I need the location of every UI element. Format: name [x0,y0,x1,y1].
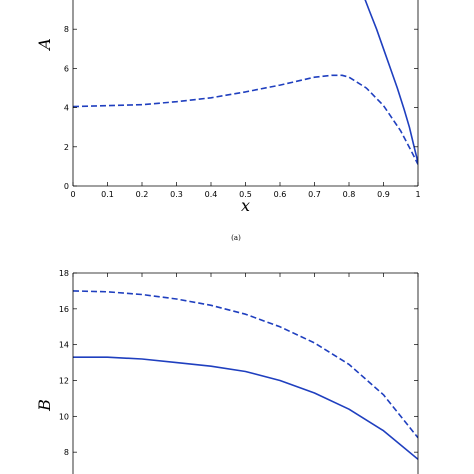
panel-b-y-axis-label: B [35,399,54,412]
panel-b-ytick-label: 8 [64,448,69,457]
panel-b-chart: 681012141618B [35,269,419,474]
panel-a-chart: 0 2 4 6 8 0 0.1 0.2 0.3 0.4 0.5 0.6 0.7 0.8 0.9 1 x A [35,0,421,215]
panel-a-xtick-label: 0.7 [308,190,321,199]
panel-a-xtick-label: 0 [70,190,75,199]
panel-b-ytick-label: 16 [59,305,69,314]
panel-a-ytick-label: 4 [64,104,69,113]
panel-a-ytick-label: 0 [64,182,69,191]
panel-a-ytick-label: 6 [64,64,69,73]
panel-b-series-solid-line [73,356,418,460]
panel-a-y-axis-label: A [35,38,54,52]
panel-b-ytick-label: 18 [59,269,69,278]
panel-a-series-solid-line [364,0,418,163]
panel-a-xtick-label: 0.6 [274,190,287,199]
panel-b-series-dashed-line [73,290,418,439]
panel-b-ytick-label: 12 [59,377,69,386]
panel-a-x-axis-label: x [241,196,250,215]
panel-a-xtick-label: 0.1 [101,190,114,199]
panel-a-ytick-label: 2 [64,143,69,152]
panel-a-xtick-label: 1 [415,190,420,199]
panel-a-xtick-label: 0.3 [170,190,183,199]
panel-a-xtick-label: 0.8 [343,190,356,199]
panel-b-ytick-label: 10 [59,412,69,421]
panel-a-series-dashed-line [73,74,418,165]
panel-b-ytick-label: 14 [59,341,69,350]
panel-a-xtick-label: 0.2 [136,190,149,199]
panel-a-xtick-label: 0.9 [377,190,390,199]
panel-a-xtick-label: 0.4 [205,190,218,199]
panel-a-caption: (a) [231,234,241,242]
panel-a-xtick-label: 0.5 [239,190,252,199]
panel-a-ytick-label: 8 [64,25,69,34]
